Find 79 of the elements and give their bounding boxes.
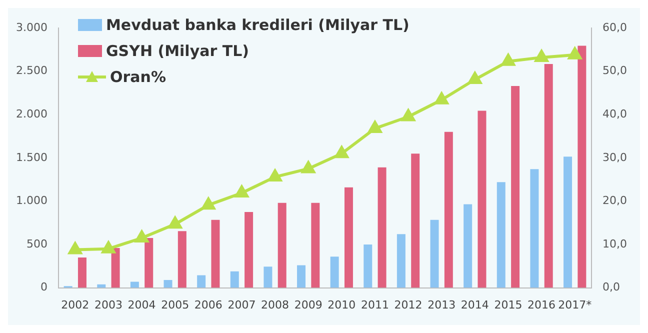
x-tick-label: 2013 — [428, 298, 456, 312]
x-tick-label: 2003 — [94, 298, 122, 312]
bar — [344, 187, 353, 288]
y-tick-label: 1.000 — [16, 194, 48, 208]
bar — [211, 220, 220, 288]
x-tick-label: 2012 — [394, 298, 422, 312]
point — [268, 169, 282, 182]
bar — [496, 182, 506, 288]
bar — [411, 154, 420, 288]
point — [168, 216, 182, 229]
point — [434, 92, 448, 104]
bar — [230, 271, 239, 288]
bar — [244, 212, 254, 288]
bar — [297, 265, 306, 288]
x-tick-label: 2009 — [294, 298, 322, 312]
legend-label: GSYH (Milyar TL) — [106, 42, 249, 60]
bar — [111, 248, 120, 288]
x-tick-label: 2005 — [161, 298, 190, 312]
bar — [78, 257, 86, 288]
y2-tick-label: 0,0 — [602, 280, 620, 294]
bar — [530, 169, 539, 288]
point — [502, 54, 515, 66]
bar — [478, 110, 486, 288]
y2-tick-label: 20,0 — [602, 194, 628, 208]
bar — [144, 238, 154, 288]
x-tick-label: 2008 — [261, 298, 290, 312]
point — [302, 161, 316, 174]
y2-tick-label: 10,0 — [602, 237, 628, 250]
x-tick-label: 2014 — [460, 298, 489, 312]
x-tick-label: 2017* — [558, 298, 592, 312]
y-tick-label: 0 — [40, 280, 48, 294]
x-tick-label: 2015 — [494, 298, 522, 312]
x-tick-label: 2011 — [360, 298, 389, 312]
y-tick-label: 3.000 — [16, 20, 48, 34]
point — [334, 146, 348, 158]
bar — [511, 86, 520, 288]
y2-tick-label: 40,0 — [602, 107, 628, 120]
point — [135, 230, 148, 243]
bar — [378, 167, 386, 288]
x-tick-label: 2007 — [228, 298, 256, 312]
bar — [364, 244, 372, 288]
point — [102, 241, 116, 254]
bar — [544, 64, 553, 288]
point — [402, 109, 415, 122]
bar — [278, 202, 286, 288]
point — [468, 72, 482, 84]
y2-tick-label: 50,0 — [602, 64, 628, 78]
x-tick-label: 2006 — [194, 298, 222, 312]
bar — [430, 220, 439, 288]
bar — [330, 256, 339, 288]
point — [368, 120, 382, 133]
point — [568, 47, 582, 60]
y-tick-label: 500 — [26, 237, 48, 250]
bar — [130, 282, 139, 288]
bar — [564, 156, 572, 288]
x-tick-label: 2016 — [528, 298, 556, 312]
bar — [164, 280, 172, 288]
y-tick-label: 2.000 — [16, 107, 48, 120]
x-tick-label: 2004 — [128, 298, 156, 312]
bar — [396, 234, 406, 288]
point — [235, 185, 248, 198]
bar — [578, 46, 586, 288]
point — [202, 198, 216, 210]
bar — [444, 132, 453, 288]
y-tick-label: 1.500 — [16, 150, 48, 164]
bar — [197, 275, 206, 288]
y-tick-label: 2.500 — [16, 64, 48, 78]
bar — [311, 202, 320, 288]
legend-label: Oran% — [110, 68, 166, 86]
bar — [178, 231, 186, 288]
x-tick-label: 2010 — [328, 298, 356, 312]
legend-label: Mevduat banka kredileri (Milyar TL) — [106, 16, 410, 34]
y2-tick-label: 30,0 — [602, 150, 628, 164]
bar — [264, 266, 272, 288]
point — [68, 242, 82, 254]
point — [534, 50, 548, 62]
y2-tick-label: 60,0 — [602, 20, 628, 34]
bar — [464, 204, 472, 288]
x-tick-label: 2002 — [61, 298, 90, 312]
